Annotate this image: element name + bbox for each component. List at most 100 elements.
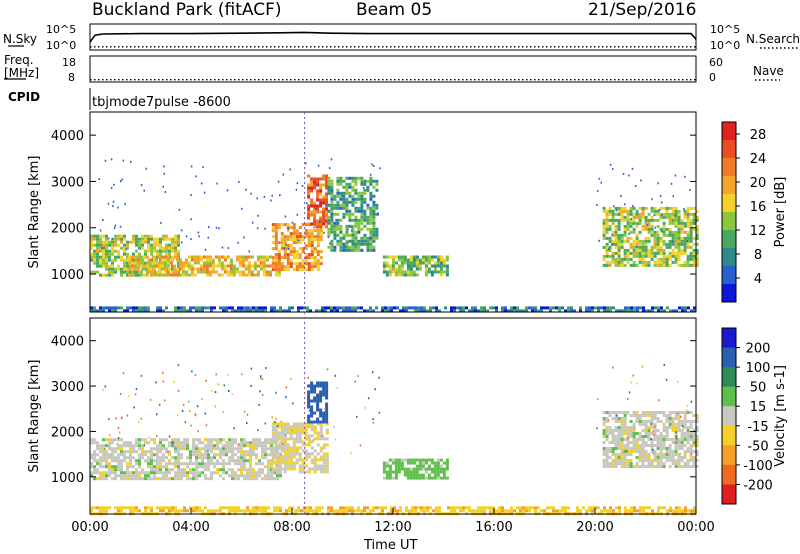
power-cell <box>139 264 143 268</box>
velocity-cell <box>277 431 281 435</box>
power-cell <box>313 256 317 260</box>
velocity-cell <box>316 434 320 438</box>
velocity-cell <box>680 456 684 459</box>
velocity-cell <box>325 387 329 391</box>
velocity-cell <box>315 509 318 513</box>
velocity-scatter-point <box>285 396 287 399</box>
velocity-cell <box>132 465 135 469</box>
velocity-cell <box>240 453 243 457</box>
power-cell <box>238 255 242 259</box>
power-cell <box>677 227 681 231</box>
velocity-cell <box>641 459 645 462</box>
velocity-cell <box>608 429 612 432</box>
power-cell <box>354 239 358 243</box>
velocity-cell <box>252 509 255 513</box>
velocity-cell <box>617 432 621 435</box>
power-cell <box>385 255 389 259</box>
power-cell <box>111 306 114 310</box>
nsearch-label: N.Search <box>746 32 800 46</box>
velocity-cell <box>147 459 150 463</box>
velocity-cell <box>162 465 165 469</box>
velocity-scatter-point <box>126 414 129 417</box>
velocity-cell <box>614 429 618 432</box>
power-cell <box>462 306 465 310</box>
velocity-scatter-point <box>359 444 362 447</box>
velocity-cell <box>322 458 326 462</box>
nsky-tick-bottom: 10^0 <box>46 39 76 52</box>
velocity-cell <box>445 461 449 465</box>
velocity-cell <box>177 438 180 442</box>
velocity-cell <box>243 477 246 481</box>
velocity-cell <box>183 438 186 442</box>
power-cell <box>135 273 138 277</box>
velocity-scatter-point <box>675 437 678 440</box>
power-cell <box>683 260 687 264</box>
velocity-cell <box>480 509 483 513</box>
power-cell <box>330 200 334 204</box>
power-cell <box>105 234 108 238</box>
velocity-cell <box>174 506 177 510</box>
velocity-cell <box>298 470 302 474</box>
power-cell <box>310 186 314 190</box>
velocity-cell <box>313 396 317 400</box>
power-cell <box>678 306 681 310</box>
velocity-scatter-point <box>104 448 106 450</box>
power-cell <box>310 198 314 202</box>
velocity-cell <box>159 468 162 472</box>
velocity-cell <box>313 431 317 435</box>
power-cell <box>133 255 137 259</box>
power-cell <box>427 258 431 262</box>
power-cell <box>680 227 684 231</box>
power-cell <box>223 258 227 262</box>
power-cell <box>695 248 699 252</box>
velocity-scatter-point <box>177 414 179 417</box>
velocity-cell <box>192 462 195 466</box>
power-cell <box>683 212 687 216</box>
power-cell <box>160 273 164 277</box>
velocity-cell <box>382 464 386 468</box>
power-cell <box>319 262 323 266</box>
velocity-cell <box>307 393 311 397</box>
power-cell <box>662 212 666 216</box>
power-cell <box>668 212 672 216</box>
velocity-cell <box>647 429 651 432</box>
velocity-cell <box>99 450 102 454</box>
velocity-cell <box>246 444 249 448</box>
power-cell <box>366 206 370 210</box>
power-cell <box>114 234 117 238</box>
power-cell <box>345 239 349 243</box>
power-cell <box>333 233 337 237</box>
velocity-scatter-point <box>280 420 282 423</box>
power-cell <box>159 252 162 256</box>
velocity-cell <box>195 450 198 454</box>
velocity-cell <box>174 465 177 469</box>
power-cell <box>168 267 171 271</box>
power-cell <box>612 306 615 310</box>
velocity-colorbar-tick-label: 15 <box>750 400 767 415</box>
power-cell <box>692 215 696 219</box>
velocity-cell <box>120 438 123 442</box>
power-cell <box>385 264 389 268</box>
power-cell <box>614 227 618 231</box>
velocity-scatter-point <box>122 372 125 375</box>
power-cell <box>636 306 639 310</box>
velocity-cell <box>228 444 231 448</box>
velocity-cell <box>150 459 153 463</box>
velocity-cell <box>228 462 231 466</box>
power-cell <box>617 254 621 258</box>
power-cell <box>351 245 355 249</box>
velocity-cell <box>231 444 234 448</box>
power-cell <box>132 309 135 313</box>
velocity-cell <box>313 384 317 388</box>
power-cell <box>169 273 173 277</box>
velocity-cell <box>668 438 672 441</box>
velocity-cell <box>433 473 437 477</box>
power-cell <box>397 258 401 262</box>
power-cell <box>620 218 624 222</box>
velocity-cell <box>177 453 180 457</box>
velocity-cell <box>261 444 264 448</box>
power-cell <box>665 215 669 219</box>
velocity-cell <box>249 441 252 445</box>
power-cell <box>677 212 681 216</box>
velocity-cell <box>351 509 354 513</box>
